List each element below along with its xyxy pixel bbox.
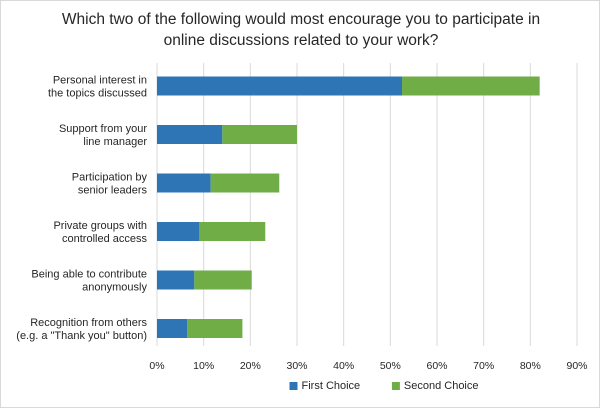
x-tick-label: 20% bbox=[240, 360, 261, 372]
bar-segment bbox=[157, 125, 222, 144]
bar-segment bbox=[157, 222, 199, 241]
bar-segment bbox=[194, 271, 251, 290]
bar-segment bbox=[222, 125, 297, 144]
bar-segment bbox=[187, 319, 242, 338]
legend-swatch bbox=[392, 382, 400, 390]
legend-swatch bbox=[290, 382, 298, 390]
x-tick-label: 80% bbox=[520, 360, 541, 372]
category-label: Participation by senior leaders bbox=[72, 172, 148, 197]
legend-label: First Choice bbox=[302, 380, 361, 392]
x-tick-label: 90% bbox=[566, 360, 587, 372]
category-label: Personal interest in the topics discussed bbox=[48, 75, 147, 100]
category-label: Support from your line manager bbox=[59, 123, 147, 148]
bar-segment bbox=[157, 77, 402, 96]
x-tick-label: 60% bbox=[426, 360, 447, 372]
legend-label: Second Choice bbox=[404, 380, 479, 392]
x-tick-label: 30% bbox=[286, 360, 307, 372]
x-tick-label: 70% bbox=[473, 360, 494, 372]
x-tick-label: 50% bbox=[380, 360, 401, 372]
bar-segment bbox=[402, 77, 540, 96]
bar-segment bbox=[157, 271, 194, 290]
category-label: Private groups with controlled access bbox=[53, 220, 147, 245]
category-label: Recognition from others (e.g. a "Thank yo… bbox=[16, 317, 147, 342]
bar-segment bbox=[199, 222, 265, 241]
x-tick-label: 40% bbox=[333, 360, 354, 372]
x-tick-label: 10% bbox=[193, 360, 214, 372]
x-tick-label: 0% bbox=[149, 360, 164, 372]
bar-segment bbox=[157, 174, 211, 193]
bar-segment bbox=[211, 174, 280, 193]
category-label: Being able to contribute anonymously bbox=[31, 269, 147, 294]
bar-segment bbox=[157, 319, 187, 338]
